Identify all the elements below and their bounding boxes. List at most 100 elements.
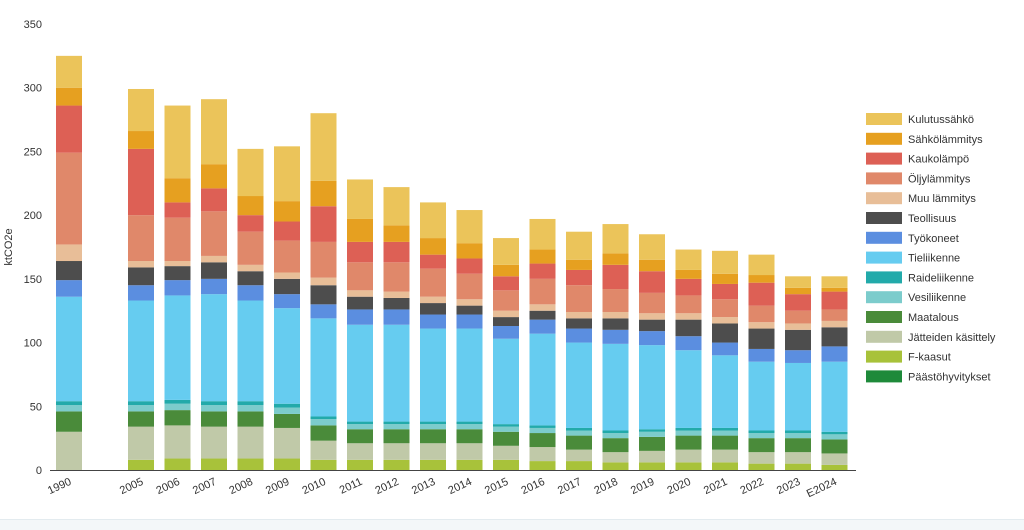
bar-segment (383, 291, 410, 298)
bar-segment (712, 449, 738, 463)
bar-segment (237, 401, 264, 406)
bar-segment (785, 276, 811, 288)
legend-swatch (866, 251, 902, 264)
legend-swatch (866, 212, 902, 224)
bar-segment (456, 328, 483, 422)
bar-segment (128, 131, 154, 149)
bar-segment (347, 424, 373, 430)
bar-segment (493, 431, 519, 446)
bottom-panel-edge (0, 519, 1024, 530)
bar-segment (420, 421, 446, 425)
bar-segment (456, 299, 483, 306)
bar-segment (56, 105, 82, 153)
bar-segment (274, 407, 300, 414)
bar-segment (456, 258, 483, 274)
bar-segment (493, 276, 519, 291)
bar-segment (274, 201, 300, 222)
bar-segment (529, 319, 556, 334)
bar-segment (748, 305, 775, 323)
legend-swatch (866, 350, 902, 363)
y-tick-label: 300 (24, 83, 42, 95)
bar-segment (639, 436, 665, 451)
x-tick-label: 2016 (520, 476, 547, 497)
bar-segment (56, 401, 82, 406)
bar-segment (712, 299, 738, 318)
x-tick-label: 2013 (410, 476, 437, 497)
bar-segment (56, 244, 82, 262)
bar-segment (128, 426, 154, 460)
bar-segment (383, 421, 410, 425)
bar-segment (748, 275, 775, 283)
bar-segment (274, 294, 300, 309)
bar-segment (164, 217, 191, 262)
legend-label: Sähkölämmitys (908, 134, 983, 146)
bar-segment (237, 231, 264, 265)
legend-label: Öljylämmitys (908, 173, 971, 185)
bar-segment (164, 202, 191, 218)
legend-swatch (866, 113, 902, 125)
bar-segment (237, 215, 264, 232)
bar-segment (310, 425, 337, 441)
bar-segment (164, 399, 191, 404)
bar-segment (785, 430, 811, 434)
bar-segment (748, 328, 775, 349)
bar-segment (310, 180, 337, 207)
bar-segment (310, 285, 337, 305)
bar-segment (347, 309, 373, 325)
bar-segment (639, 292, 665, 314)
bar-segment (237, 300, 264, 402)
legend-swatch (866, 132, 902, 145)
legend-swatch (866, 311, 902, 323)
bar-segment (164, 280, 191, 296)
bar-segment (493, 459, 519, 470)
bar-segment (164, 261, 191, 267)
x-tick-label: 2006 (155, 476, 182, 497)
bar-segment (347, 459, 373, 470)
legend-label: Jätteiden käsittely (908, 332, 996, 344)
bar-segment (493, 424, 519, 427)
bar-segment (456, 424, 483, 430)
bar-segment (274, 403, 300, 408)
bar-segment (639, 234, 665, 260)
bar-segment (420, 238, 446, 255)
bar-segment (529, 333, 556, 426)
bar-segment (748, 282, 775, 306)
bar-segment (56, 280, 82, 297)
bar-segment (383, 187, 410, 226)
x-tick-label: 2023 (775, 476, 802, 497)
bar-segment (529, 310, 556, 320)
bar-segment (785, 362, 811, 431)
bar-segment (712, 427, 738, 431)
bar-segment (712, 462, 738, 470)
bar-segment (675, 427, 702, 431)
legend-swatch (866, 330, 902, 343)
bar-segment (639, 431, 665, 437)
bar-segment (274, 240, 300, 273)
bar-segment (456, 314, 483, 329)
bar-segment (347, 443, 373, 460)
bar-segment (712, 273, 738, 284)
bar-segment (420, 202, 446, 239)
bar-segment (566, 318, 592, 329)
bar-segment (602, 462, 629, 470)
bar-segment (201, 278, 227, 295)
bar-segment (493, 426, 519, 432)
bar-segment (456, 305, 483, 315)
bar-segment (639, 271, 665, 293)
bar-segment (128, 300, 154, 402)
bar-segment (529, 447, 556, 462)
x-tick-label: 2005 (118, 476, 145, 497)
bar-segment (128, 148, 154, 216)
legend-swatch (866, 152, 902, 165)
bar-segment (420, 296, 446, 304)
x-tick-label: 2007 (191, 476, 218, 497)
bar-segment (785, 433, 811, 439)
legend-label: Työkoneet (908, 233, 959, 245)
bar-segment (310, 459, 337, 470)
bar-segment (56, 296, 82, 402)
bar-segment (602, 311, 629, 319)
bar-segment (347, 241, 373, 263)
bar-segment (821, 287, 848, 292)
legend-label: Kulutussähkö (908, 114, 974, 126)
bar-segment (456, 273, 483, 300)
